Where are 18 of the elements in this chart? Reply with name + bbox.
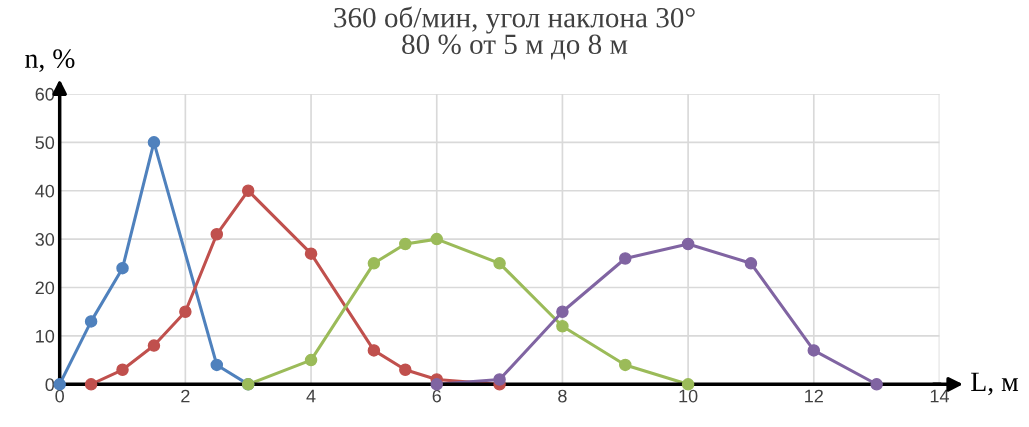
y-tick-label: 40 bbox=[35, 184, 55, 198]
x-tick-label: 2 bbox=[181, 389, 190, 403]
chart-title: 360 об/мин, угол наклона 30° 80 % от 5 м до 8 м bbox=[334, 6, 695, 60]
x-tick-label: 6 bbox=[432, 389, 441, 403]
x-tick-label: 10 bbox=[679, 389, 698, 403]
y-tick-label: 0 bbox=[45, 378, 55, 392]
y-tick-label: 10 bbox=[36, 329, 55, 343]
x-tick-label: 0 bbox=[55, 389, 64, 403]
y-tick-label: 20 bbox=[35, 281, 55, 295]
y-tick-label: 50 bbox=[35, 136, 55, 150]
x-tick-label: 4 bbox=[306, 389, 316, 403]
x-axis-title: L, м bbox=[971, 372, 1019, 396]
y-axis-title: n, % bbox=[25, 49, 75, 72]
x-tick-label: 8 bbox=[558, 389, 567, 403]
y-tick-label: 30 bbox=[35, 233, 55, 246]
x-tick-label: 14 bbox=[930, 389, 949, 403]
x-tick-label: 12 bbox=[805, 389, 823, 403]
y-tick-label: 60 bbox=[35, 87, 55, 101]
